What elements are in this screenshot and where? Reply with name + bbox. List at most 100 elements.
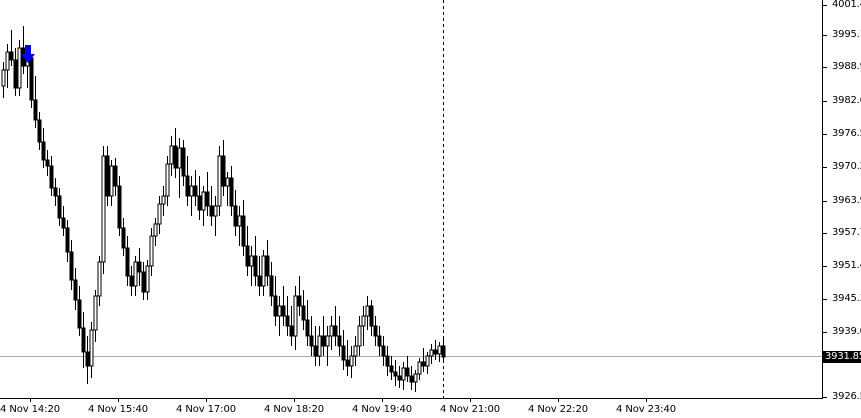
candle (333, 306, 338, 346)
chart-plot-area[interactable] (0, 0, 822, 398)
price-tick (823, 67, 827, 68)
candle-body-up (97, 261, 102, 297)
candle (433, 340, 438, 360)
sell-arrow-icon[interactable] (21, 45, 35, 63)
candle-body-down (65, 227, 70, 253)
price-tick (823, 397, 827, 398)
candle-body-down (125, 247, 130, 277)
current-price-badge: 3931.85 (823, 351, 861, 363)
candle-body-up (153, 223, 158, 237)
candle-body-up (317, 335, 322, 357)
candle (249, 246, 254, 286)
candle (173, 128, 178, 178)
candle-body-up (425, 355, 430, 367)
candle (197, 176, 202, 220)
candle (21, 26, 26, 74)
candle-body-down (409, 375, 414, 383)
candle-body-down (197, 195, 202, 211)
price-tick-label: 3976.50 (832, 128, 861, 139)
candle (405, 356, 410, 382)
candle-body-down (181, 147, 186, 177)
candle-body-up (429, 349, 434, 357)
candle (97, 256, 102, 306)
candle (345, 340, 350, 376)
candle (213, 196, 218, 236)
candle-body-up (109, 165, 114, 197)
price-tick-label: 3995.10 (832, 29, 861, 40)
candle-body-down (113, 165, 118, 187)
candle (437, 342, 442, 362)
candle (185, 156, 190, 206)
candle (401, 362, 406, 390)
candle-body-up (177, 147, 182, 169)
candle (93, 290, 98, 342)
candle-body-up (249, 255, 254, 267)
candle (129, 266, 134, 296)
price-tick-label: 3970.20 (832, 161, 861, 172)
candle-body-down (141, 271, 146, 293)
candle (425, 352, 430, 374)
time-tick (470, 398, 471, 402)
candle-body-up (437, 345, 442, 355)
time-tick-label: 4 Nov 19:40 (352, 404, 412, 415)
candle (5, 44, 10, 88)
candle (353, 336, 358, 366)
candle-body-up (165, 163, 170, 197)
candle (121, 218, 126, 256)
candle (321, 316, 326, 356)
candle (281, 286, 286, 326)
candle-body-down (309, 335, 314, 347)
candle-body-up (277, 305, 282, 317)
candle-body-up (157, 203, 162, 225)
candle (357, 316, 362, 356)
candle-body-down (397, 375, 402, 381)
candle-body-down (221, 155, 226, 187)
candle-body-down (49, 165, 54, 189)
candle (69, 240, 74, 290)
candle-body-down (209, 205, 214, 217)
price-tick-label: 3951.45 (832, 260, 861, 271)
candle-body-up (93, 295, 98, 331)
candle-body-down (321, 335, 326, 347)
candle (229, 166, 234, 216)
candle (37, 112, 42, 150)
candle-body-up (169, 145, 174, 165)
candle-body-up (1, 69, 6, 87)
time-axis[interactable]: 4 Nov 14:20 4 Nov 15:40 4 Nov 17:00 4 Nov 1… (0, 398, 822, 418)
candle (65, 220, 70, 262)
candle-body-down (105, 155, 110, 197)
candle (261, 250, 266, 296)
candle-body-down (77, 299, 82, 329)
candle (125, 236, 130, 286)
candle-body-up (325, 335, 330, 347)
candle-body-up (217, 155, 222, 207)
candle (153, 218, 158, 246)
candle-body-down (385, 355, 390, 367)
candle (253, 236, 258, 286)
price-axis[interactable]: 4001.40 3995.10 3988.95 3982.65 3976.50 3970.… (823, 0, 861, 418)
candle (329, 316, 334, 350)
candle-body-down (389, 365, 394, 373)
candle (413, 370, 418, 392)
time-tick (558, 398, 559, 402)
candle (265, 240, 270, 286)
candle (85, 336, 90, 384)
candle (201, 186, 206, 226)
candle-body-up (413, 373, 418, 383)
candle-body-down (121, 227, 126, 249)
candle (53, 178, 58, 206)
price-tick (823, 5, 827, 6)
candle (385, 346, 390, 376)
candle (77, 286, 82, 336)
candle-body-up (225, 177, 230, 187)
price-tick (823, 299, 827, 300)
candle (57, 188, 62, 226)
candle-body-up (17, 47, 22, 89)
candle (373, 316, 378, 346)
candle-body-down (393, 371, 398, 377)
candle (177, 138, 182, 198)
candle-body-up (349, 355, 354, 367)
candle-body-up (417, 361, 422, 375)
arrow-down-shape (21, 45, 35, 63)
time-tick-label: 4 Nov 17:00 (176, 404, 236, 415)
